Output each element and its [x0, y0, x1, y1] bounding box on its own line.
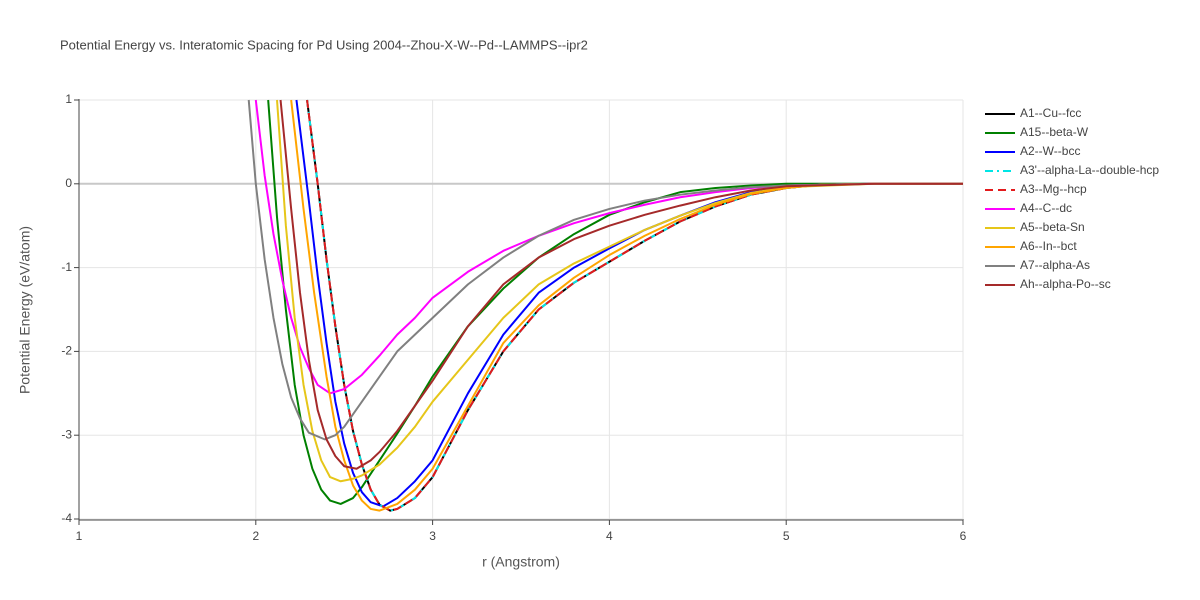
- legend: A1--Cu--fcc A15--beta-W A2--W--bcc A3'--alp…: [985, 106, 1159, 291]
- legend-item[interactable]: A4--C--dc: [985, 201, 1072, 215]
- x-tick-label: 5: [783, 529, 790, 543]
- legend-label: A6--In--bct: [1020, 239, 1077, 253]
- legend-item[interactable]: A5--beta-Sn: [985, 220, 1085, 234]
- legend-label: A4--C--dc: [1020, 201, 1072, 215]
- legend-label: Ah--alpha-Po--sc: [1020, 277, 1111, 291]
- legend-label: A1--Cu--fcc: [1020, 106, 1081, 120]
- series-line: [279, 99, 963, 470]
- series-line: [306, 99, 963, 512]
- legend-item[interactable]: A6--In--bct: [985, 239, 1077, 253]
- legend-item[interactable]: A15--beta-W: [985, 125, 1089, 139]
- legend-label: A2--W--bcc: [1020, 144, 1080, 158]
- legend-item[interactable]: Ah--alpha-Po--sc: [985, 277, 1111, 291]
- legend-item[interactable]: A7--alpha-As: [985, 258, 1090, 272]
- legend-label: A5--beta-Sn: [1020, 220, 1085, 234]
- series-line: [306, 99, 963, 512]
- y-tick-label: 1: [65, 92, 72, 106]
- series-line: [247, 99, 963, 441]
- grid: 1 2 3 4 5 6 -4 -3 -2 -1 0 1: [61, 92, 966, 543]
- plot-area: [247, 99, 963, 512]
- x-tick-label: 1: [76, 529, 83, 543]
- y-axis-title: Potential Energy (eV/atom): [17, 226, 33, 394]
- x-tick-label: 2: [252, 529, 259, 543]
- series-line: [295, 99, 963, 508]
- series-line: [254, 99, 963, 395]
- legend-label: A3'--alpha-La--double-hcp: [1020, 163, 1159, 177]
- x-axis-title: r (Angstrom): [482, 554, 560, 570]
- y-tick-label: 0: [65, 176, 72, 190]
- legend-item[interactable]: A3'--alpha-La--double-hcp: [985, 163, 1159, 177]
- legend-item[interactable]: A1--Cu--fcc: [985, 106, 1081, 120]
- chart-title: Potential Energy vs. Interatomic Spacing…: [60, 37, 588, 52]
- legend-label: A3--Mg--hcp: [1020, 182, 1087, 196]
- series-line: [267, 99, 963, 505]
- legend-label: A15--beta-W: [1020, 125, 1089, 139]
- y-tick-label: -2: [61, 344, 72, 358]
- legend-label: A7--alpha-As: [1020, 258, 1090, 272]
- series-line: [290, 99, 963, 512]
- series-line: [276, 99, 963, 483]
- y-tick-label: -1: [61, 260, 72, 274]
- legend-item[interactable]: A2--W--bcc: [985, 144, 1080, 158]
- x-tick-label: 4: [606, 529, 613, 543]
- x-tick-label: 3: [429, 529, 436, 543]
- y-tick-label: -4: [61, 511, 72, 525]
- y-tick-label: -3: [61, 427, 72, 441]
- legend-item[interactable]: A3--Mg--hcp: [985, 182, 1087, 196]
- series-line: [306, 99, 963, 512]
- x-tick-label: 6: [960, 529, 967, 543]
